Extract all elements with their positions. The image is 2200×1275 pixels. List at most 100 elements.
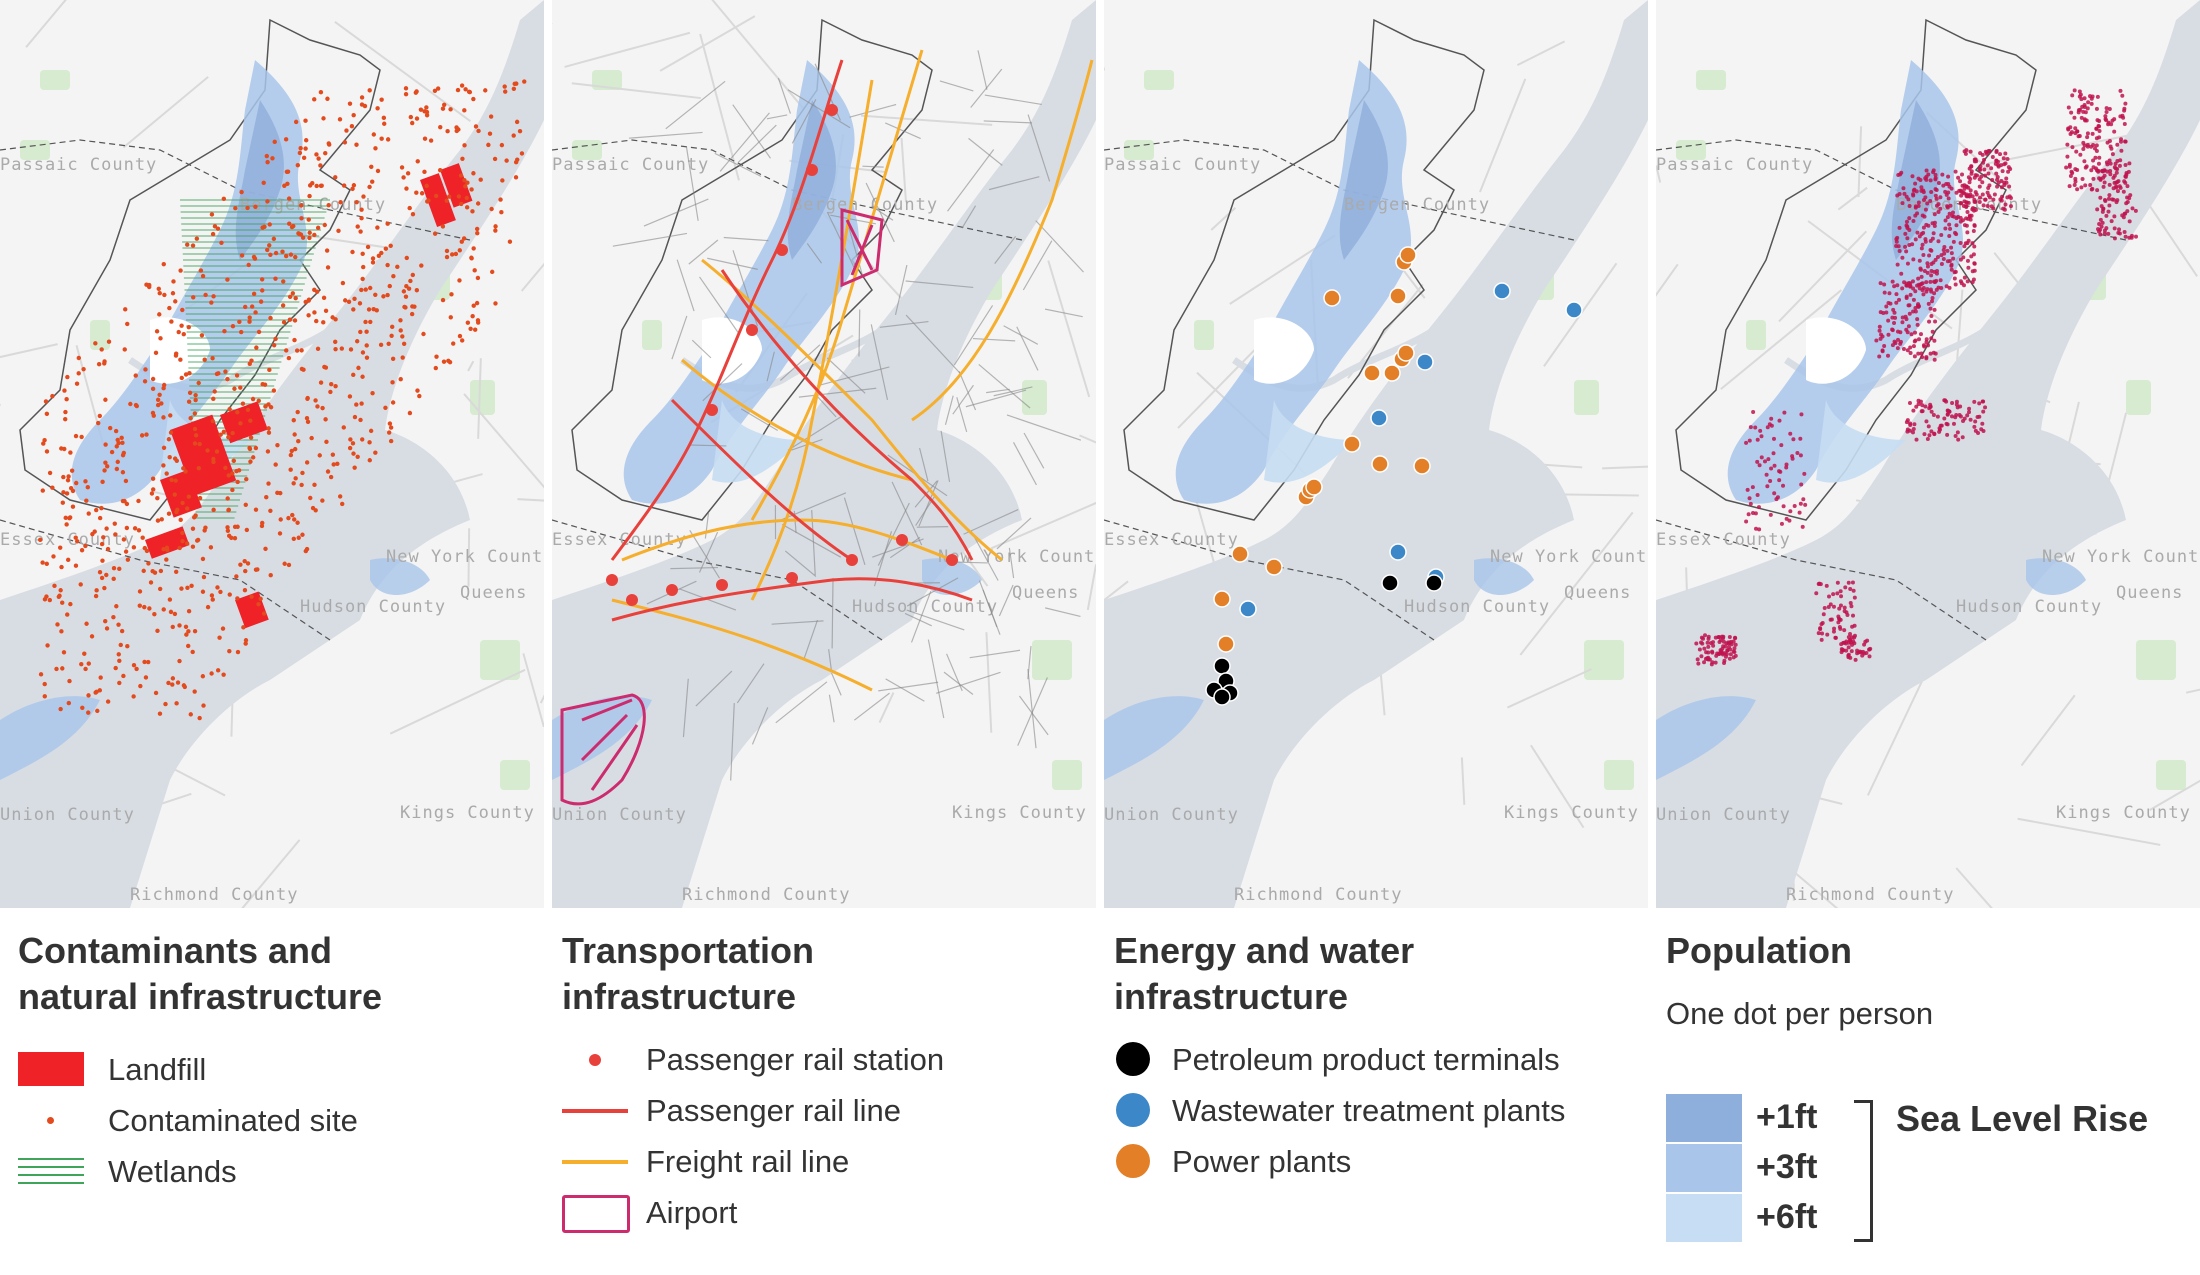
population-dot: [1929, 261, 1934, 266]
map-label-passaic: Passaic County: [1104, 155, 1261, 175]
population-dot: [2005, 195, 2010, 200]
contaminated-site-dot: [475, 201, 481, 206]
population-dot: [1894, 292, 1899, 297]
contaminated-site-dot: [104, 626, 110, 631]
population-dot: [1911, 408, 1916, 413]
population-dot: [1704, 650, 1709, 655]
wastewater-dot: [1110, 1089, 1158, 1133]
airport-runway: [581, 698, 633, 722]
contaminated-site-dot: [167, 597, 173, 602]
population-dot: [1994, 149, 1999, 154]
contaminated-site-dot: [337, 117, 343, 122]
population-dot: [1772, 463, 1777, 468]
road-line: [0, 343, 58, 359]
contaminated-site-dot: [286, 355, 292, 361]
contaminated-site-dot: [325, 469, 331, 474]
contaminated-site-dot: [259, 523, 265, 529]
population-dot: [2005, 156, 2010, 161]
contaminated-site-dot: [278, 517, 283, 522]
population-dot: [1965, 241, 1970, 246]
population-dot: [1846, 645, 1851, 650]
contaminated-site-dot: [333, 346, 338, 352]
contaminated-site-dot: [296, 535, 301, 540]
street-segment: [665, 80, 726, 130]
petroleum-terminal-dot: [1213, 688, 1231, 706]
contaminated-site-dot: [203, 525, 208, 530]
contaminated-site-dot: [185, 242, 190, 247]
population-dot: [1954, 190, 1959, 195]
population-dot: [2089, 101, 2094, 106]
population-dot: [2115, 189, 2120, 194]
population-dot: [1970, 207, 1975, 212]
population-dot: [1831, 629, 1836, 634]
contaminated-site-dot: [329, 381, 334, 387]
road-line: [1988, 134, 2128, 165]
population-dot: [1937, 426, 1942, 431]
population-dot: [1936, 239, 1941, 244]
contaminated-site-dot: [474, 300, 480, 306]
population-dot: [1994, 159, 1999, 164]
contaminated-site-dot: [503, 89, 508, 94]
legend-item-passenger-rail-line: Passenger rail line: [560, 1089, 901, 1133]
population-dot: [1721, 644, 1726, 649]
street-segment: [982, 589, 998, 628]
slr-label-6ft: +6ft: [1756, 1198, 1818, 1236]
contaminated-site-dot: [68, 450, 73, 455]
contaminated-site-dot: [351, 372, 356, 378]
contaminated-site-dot: [435, 86, 441, 91]
population-dot: [1867, 654, 1872, 659]
population-dot: [2003, 151, 2008, 156]
contaminated-site-dot: [175, 680, 181, 685]
population-dot: [1945, 248, 1950, 253]
contaminated-site-dot: [235, 596, 240, 601]
contaminated-site-dot: [197, 441, 202, 447]
contaminated-site-dot: [358, 229, 363, 234]
population-dot: [1921, 343, 1926, 348]
population-dot: [1839, 642, 1844, 647]
contaminated-site-dot: [147, 606, 152, 611]
freight-rail-line: [611, 598, 873, 692]
contaminated-site-dot: [303, 118, 308, 123]
contaminated-site-dot: [116, 440, 121, 446]
population-dot: [2109, 219, 2114, 224]
population-dot: [1832, 626, 1837, 631]
contaminated-site-dot: [291, 223, 296, 229]
contaminated-site-dot: [119, 435, 124, 441]
contaminated-site-dot: [335, 461, 340, 467]
population-dot: [1964, 200, 1969, 205]
street-segment: [1008, 547, 1015, 579]
contaminated-site-dot: [498, 197, 503, 202]
map-label-passaic: Passaic County: [1656, 155, 1813, 175]
population-dot: [1951, 256, 1956, 261]
street-segment: [944, 395, 954, 425]
population-dot: [1919, 274, 1924, 279]
contaminated-site-dot: [198, 268, 204, 273]
contaminated-site-dot: [218, 589, 223, 595]
street-segment: [988, 176, 1040, 191]
contaminated-site-dot: [324, 248, 330, 253]
population-dot: [1908, 284, 1913, 289]
legend-label: Wastewater treatment plants: [1172, 1093, 1566, 1128]
contaminated-site-dot: [301, 155, 307, 160]
contaminated-site-dot: [54, 666, 59, 672]
contaminated-site-dot: [369, 164, 374, 169]
population-dot: [1892, 310, 1897, 315]
street-network: [612, 50, 1084, 781]
contaminated-site-dot: [131, 545, 137, 550]
street-segment: [885, 678, 925, 702]
contaminated-site-dot: [360, 251, 365, 257]
contaminated-site-dot: [170, 624, 175, 630]
population-dot: [1908, 345, 1913, 350]
contaminated-site-dot: [98, 675, 103, 680]
contaminated-site-dot: [370, 390, 375, 396]
contaminated-site-dot: [78, 582, 83, 587]
contaminated-site-dot: [58, 706, 63, 712]
contaminated-site-dot: [313, 398, 318, 403]
contaminated-site-dot: [89, 634, 95, 639]
contaminated-site-dot: [99, 541, 105, 547]
contaminated-site-dot: [315, 225, 321, 231]
map-label-richmond: Richmond County: [130, 885, 299, 905]
rail-station-dot: [560, 1038, 630, 1082]
contaminated-site-dot: [125, 557, 131, 562]
contaminated-site-dot: [373, 146, 378, 151]
